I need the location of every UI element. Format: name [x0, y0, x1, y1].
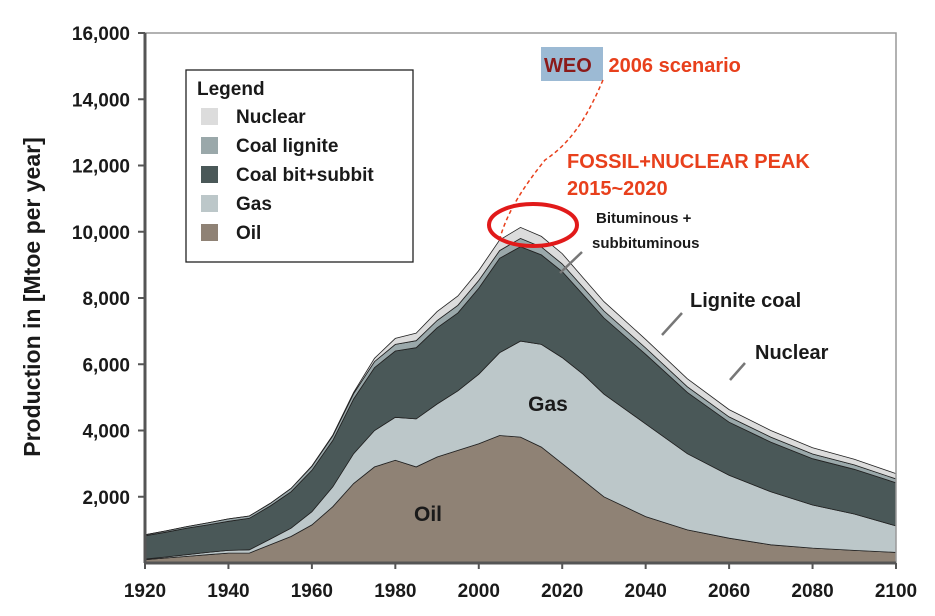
gas-area-label: Gas	[528, 393, 568, 416]
weo-scenario-label: 2006 scenario	[603, 55, 741, 77]
peak-label-line2: 2015~2020	[567, 178, 668, 200]
bituminous-label-line2: subbituminous	[592, 235, 700, 252]
x-tick-label: 2080	[791, 581, 833, 602]
x-tick-label: 2100	[875, 581, 917, 602]
legend-entries: Nuclear Coal lignite Coal bit+subbit Gas Oil	[201, 107, 374, 244]
legend-swatch	[201, 195, 218, 212]
y-axis-title: Production in [Mtoe per year]	[19, 137, 45, 456]
weo-scenario-curve	[499, 79, 604, 239]
legend: Legend Nuclear Coal lignite Coal bit+subbi…	[185, 69, 414, 263]
oil-area-label: Oil	[414, 503, 442, 526]
lignite-pointer	[661, 312, 683, 336]
annotations: Gas Oil Bituminous + subbituminous Ligni…	[414, 47, 829, 526]
y-tick-label: 2,000	[82, 488, 130, 509]
y-tick-label: 12,000	[72, 157, 130, 178]
x-tick-label: 2060	[708, 581, 750, 602]
nuclear-label: Nuclear	[755, 342, 829, 364]
legend-swatch	[201, 166, 218, 183]
legend-entry: Oil	[236, 223, 261, 244]
x-tick-label: 1960	[291, 581, 333, 602]
legend-swatch	[201, 108, 218, 125]
peak-label-line1: FOSSIL+NUCLEAR PEAK	[567, 151, 810, 173]
y-tick-label: 8,000	[82, 289, 130, 310]
x-tick-label: 2040	[625, 581, 667, 602]
x-tick-label: 1940	[207, 581, 249, 602]
peak-highlight-ellipse	[487, 202, 579, 248]
legend-box	[185, 69, 414, 263]
bituminous-pointer	[559, 251, 583, 274]
legend-entry: Nuclear	[236, 107, 306, 128]
y-tick-label: 6,000	[82, 355, 130, 376]
nuclear-pointer	[729, 362, 746, 381]
y-tick-label: 10,000	[72, 223, 130, 244]
x-tick-label: 1920	[124, 581, 166, 602]
axes: 1920 1940 1960 1980 2000 2020 2040 2060 2080 2100…	[72, 24, 917, 602]
legend-title: Legend	[197, 79, 265, 100]
x-tick-label: 2020	[541, 581, 583, 602]
weo-highlight-box	[541, 47, 603, 81]
bituminous-label-line1: Bituminous +	[596, 210, 692, 227]
x-tick-label: 2000	[458, 581, 500, 602]
legend-entry: Coal bit+subbit	[236, 165, 374, 186]
lignite-label: Lignite coal	[690, 290, 801, 312]
y-tick-label: 4,000	[82, 422, 130, 443]
y-tick-label: 14,000	[72, 90, 130, 111]
weo-word: WEO	[544, 55, 592, 77]
legend-swatch	[201, 224, 218, 241]
series-layer	[144, 226, 897, 564]
legend-swatch	[201, 137, 218, 154]
legend-entry: Gas	[236, 194, 272, 215]
x-tick-label: 1980	[374, 581, 416, 602]
y-tick-label: 16,000	[72, 24, 130, 45]
legend-entry: Coal lignite	[236, 136, 338, 157]
